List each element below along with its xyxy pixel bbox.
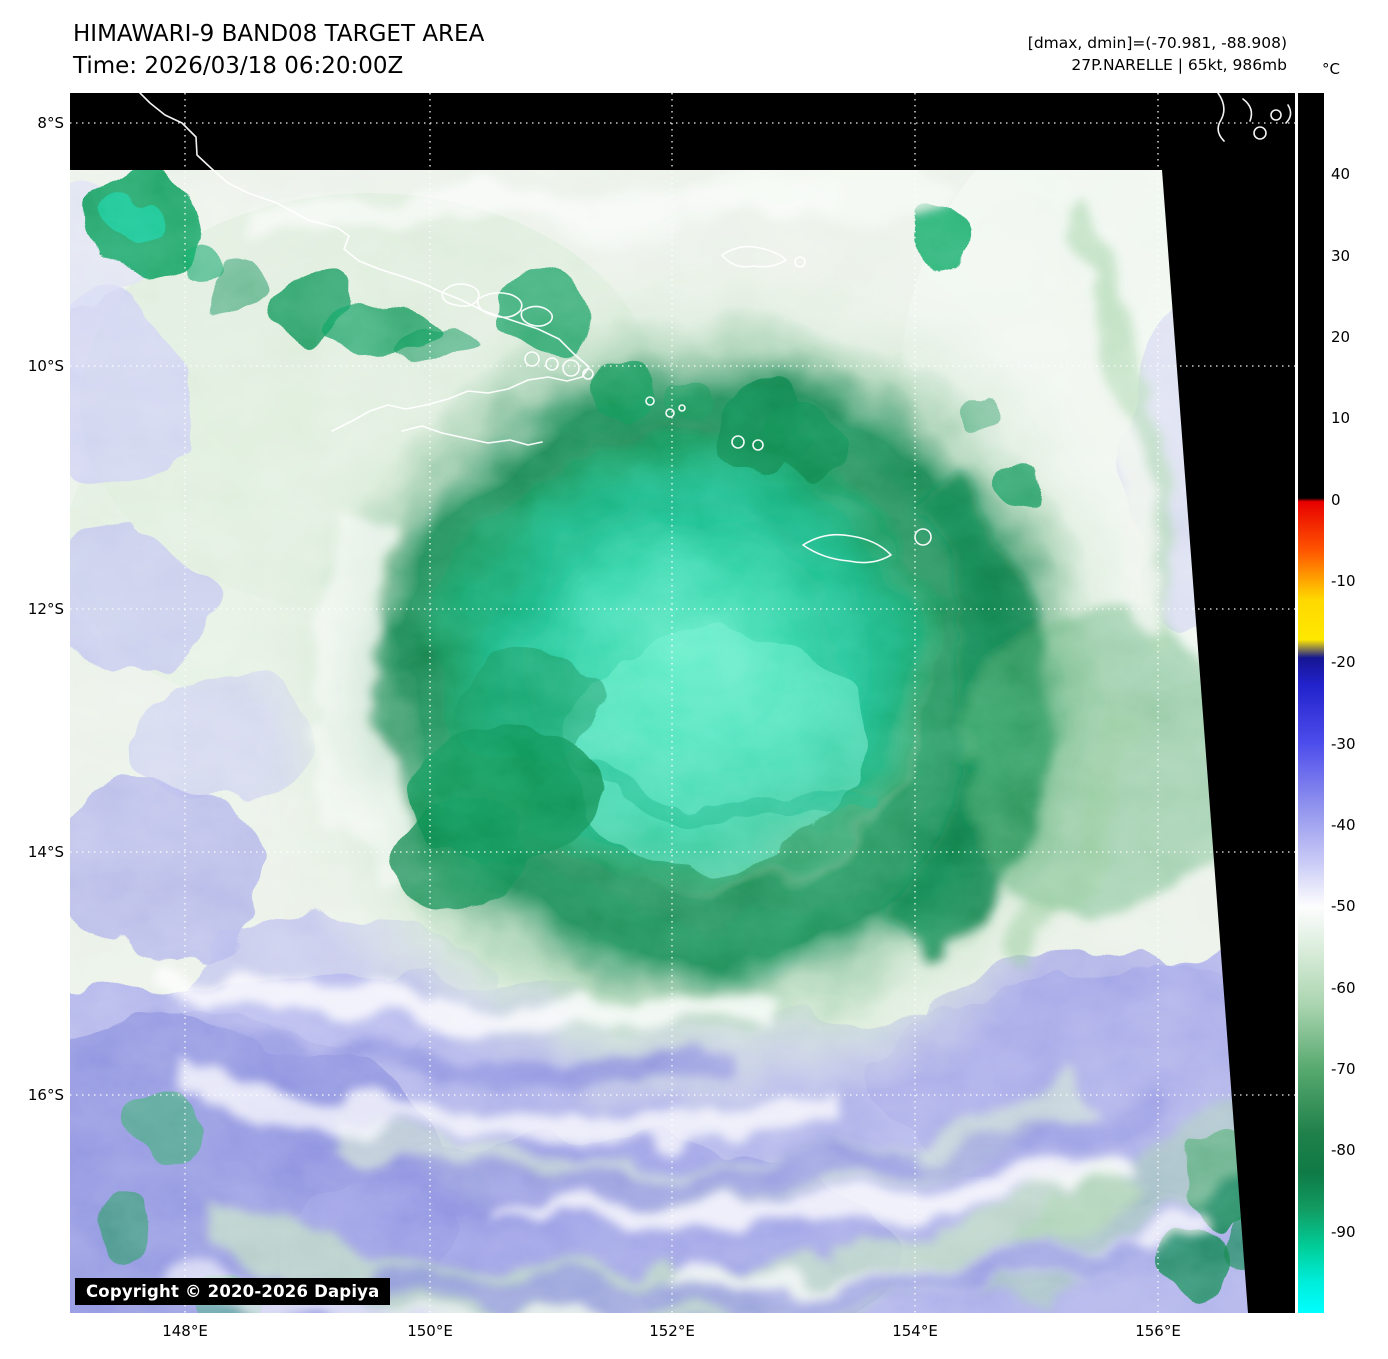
- colorbar-tick-m70: -70: [1331, 1060, 1356, 1078]
- satellite-map: Copyright © 2020-2026 Dapiya: [70, 93, 1295, 1313]
- header-right: [dmax, dmin]=(-70.981, -88.908) 27P.NARE…: [1028, 33, 1287, 76]
- lon-tick-154e: 154°E: [892, 1322, 938, 1340]
- colorbar-tick-30: 30: [1331, 246, 1351, 265]
- colorbar-unit-label: °C: [1322, 60, 1340, 78]
- graticule: [70, 93, 1295, 1313]
- dmax-dmin-label: [dmax, dmin]=(-70.981, -88.908): [1027, 34, 1287, 52]
- colorbar-tick-m50: -50: [1331, 897, 1356, 916]
- temperature-colorbar: [1298, 93, 1324, 1313]
- lon-tick-148e: 148°E: [162, 1322, 208, 1340]
- lat-tick-16s: 16°S: [27, 1086, 64, 1104]
- colorbar-tick-0: 0: [1331, 490, 1341, 509]
- title-block: HIMAWARI-9 BAND08 TARGET AREA Time: 2026…: [73, 20, 484, 82]
- figure-time: Time: 2026/03/18 06:20:00Z: [73, 52, 404, 79]
- lon-tick-150e: 150°E: [407, 1322, 453, 1340]
- colorbar-tick-40: 40: [1331, 165, 1351, 184]
- copyright-badge: Copyright © 2020-2026 Dapiya: [75, 1278, 391, 1305]
- colorbar-tick-10: 10: [1331, 409, 1351, 428]
- lat-tick-10s: 10°S: [27, 357, 64, 375]
- lat-tick-14s: 14°S: [27, 843, 64, 861]
- cloud-field: [70, 170, 1248, 1313]
- lon-tick-152e: 152°E: [649, 1322, 695, 1340]
- colorbar-tick-m40: -40: [1331, 816, 1356, 834]
- colorbar-tick-m80: -80: [1331, 1141, 1356, 1160]
- colorbar-tick-20: 20: [1331, 328, 1351, 346]
- satellite-image-canvas: [70, 93, 1295, 1313]
- colorbar-tick-m60: -60: [1331, 978, 1356, 997]
- storm-info-label: 27P.NARELLE | 65kt, 986mb: [1071, 55, 1287, 74]
- colorbar-tick-m20: -20: [1331, 653, 1356, 672]
- colorbar-tick-m10: -10: [1331, 572, 1356, 590]
- colorbar-tick-labels: 40 30 20 10 0 -10 -20 -30 -40 -50 -60 -7…: [1331, 93, 1388, 1313]
- colorbar-tick-m30: -30: [1331, 734, 1356, 753]
- lat-tick-12s: 12°S: [27, 600, 64, 618]
- coastlines: [138, 93, 1292, 564]
- lat-tick-8s: 8°S: [37, 114, 64, 132]
- figure-title: HIMAWARI-9 BAND08 TARGET AREA: [73, 21, 485, 47]
- colorbar-tick-m90: -90: [1331, 1222, 1356, 1241]
- lon-tick-156e: 156°E: [1135, 1322, 1181, 1340]
